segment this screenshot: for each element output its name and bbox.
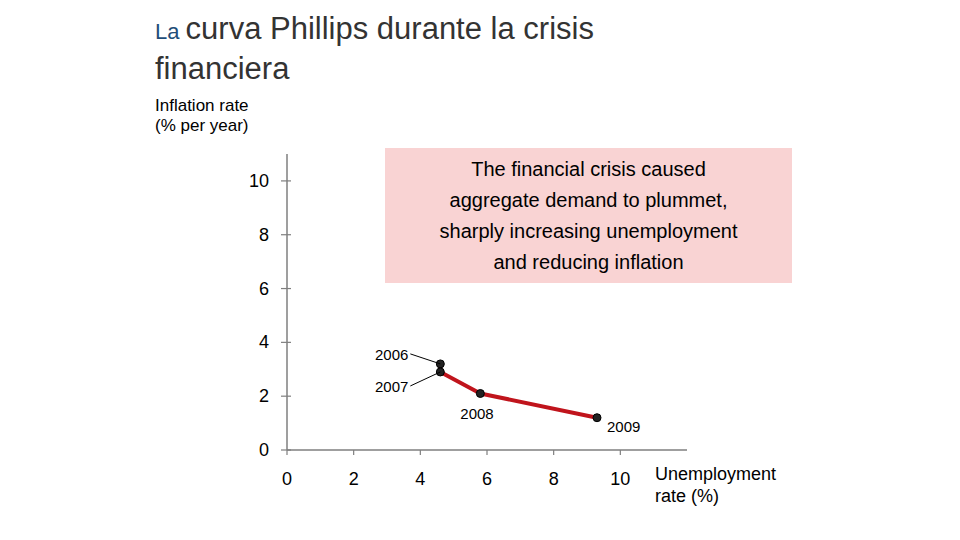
title-rest: curva Phillips durante la crisis financi… [155,11,594,86]
x-tick [420,450,421,455]
y-tick [281,396,291,397]
x-axis-label: Unemployment rate (%) [655,463,776,507]
point-label: 2008 [460,405,493,422]
title: La curva Phillips durante la crisis fina… [155,10,715,87]
y-tick [281,180,291,181]
x-tick-label: 10 [610,469,630,489]
y-tick-label: 0 [259,440,269,460]
y-tick-label: 6 [259,279,269,299]
x-tick [486,450,487,455]
y-tick-label: 2 [259,386,269,406]
slide: 0 2 4 6 8 10 0 2 4 6 8 10 2006 2007 2008 2009 La curva … [0,0,960,540]
data-group [436,360,601,422]
y-tick-label: 4 [259,332,269,352]
x-tick-label: 4 [415,469,425,489]
x-tick-label: 2 [349,469,359,489]
y-tick [281,342,291,343]
x-tick [553,450,554,455]
y-tick [281,234,291,235]
y-axis-label: Inflation rate (% per year) [155,96,249,136]
point [593,414,601,422]
point-label: 2007 [375,378,408,395]
y-tick [281,449,291,450]
y-axis [286,154,288,450]
x-tick-label: 6 [482,469,492,489]
point-label: 2006 [375,346,408,363]
x-tick [620,450,621,455]
y-tick-label: 8 [259,225,269,245]
x-tick [286,450,287,455]
y-tick-label: 10 [249,171,269,191]
x-tick-label: 8 [549,469,559,489]
x-tick [353,450,354,455]
y-tick [281,288,291,289]
point-label: 2009 [607,418,640,435]
label-leader [410,372,440,386]
annotation: The financial crisis caused aggregate de… [385,148,792,283]
point [476,389,484,397]
x-tick-label: 0 [282,469,292,489]
label-leader [410,354,440,364]
title-first-word: La [155,19,186,44]
